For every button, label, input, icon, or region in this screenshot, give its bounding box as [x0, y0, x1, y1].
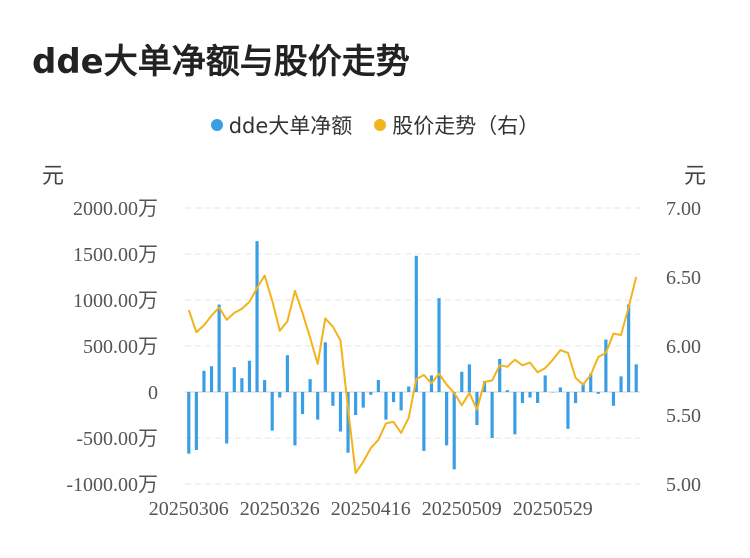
bar	[407, 386, 411, 392]
bar	[384, 392, 388, 420]
legend: dde大单净额 股价走势（右）	[0, 110, 750, 140]
bar	[293, 392, 297, 446]
bar	[187, 392, 191, 454]
bar	[414, 255, 418, 392]
bar	[627, 304, 631, 392]
bar	[589, 373, 593, 392]
x-tick-label: 20250416	[331, 498, 411, 520]
bar	[437, 298, 441, 392]
bar	[194, 392, 198, 450]
bar	[467, 364, 471, 392]
bar	[338, 392, 343, 432]
bar	[331, 392, 335, 406]
bar	[263, 380, 267, 392]
bar	[247, 360, 252, 392]
bar	[308, 379, 312, 392]
right-axis-unit: 元	[684, 164, 707, 189]
y-right-tick-label: 6.00	[666, 336, 701, 358]
bar	[376, 380, 380, 392]
bar	[596, 392, 600, 394]
legend-bar-label: dde大单净额	[228, 114, 353, 138]
y-left-tick-label: 500.00万	[83, 336, 158, 358]
left-axis-unit: 元	[42, 164, 65, 189]
bar	[316, 392, 320, 420]
y-left-tick-label: -500.00万	[76, 428, 158, 450]
bar	[581, 382, 585, 392]
bar	[361, 392, 365, 408]
bar	[354, 392, 358, 415]
bar	[270, 392, 274, 431]
x-tick-label: 20250529	[513, 498, 593, 520]
y-right-tick-label: 5.00	[666, 474, 701, 496]
bar	[634, 364, 638, 392]
bar	[558, 387, 562, 392]
y-right-tick-label: 5.50	[666, 405, 701, 427]
chart-title: dde大单净额与股价走势	[32, 42, 410, 82]
bar	[520, 392, 525, 404]
bar	[611, 392, 616, 406]
bar	[346, 392, 350, 453]
bar	[278, 392, 282, 398]
bar	[445, 392, 449, 446]
price-line	[187, 274, 638, 474]
bar	[528, 392, 532, 398]
legend-line-swatch	[374, 119, 387, 131]
bar	[422, 392, 426, 451]
legend-line-label: 股价走势（右）	[392, 114, 540, 138]
bar	[285, 355, 289, 392]
bar	[482, 380, 487, 392]
y-left-tick-label: 2000.00万	[73, 198, 158, 220]
legend-item-line[interactable]: 股价走势（右）	[374, 110, 539, 140]
bar	[513, 392, 517, 435]
bar	[225, 392, 229, 444]
legend-item-bar[interactable]: dde大单净额	[210, 110, 353, 140]
bar	[536, 392, 540, 404]
x-tick-label: 20250306	[149, 498, 229, 520]
bar	[202, 370, 206, 392]
bar	[232, 367, 236, 392]
bar	[240, 378, 244, 392]
y-left-tick-label: 1500.00万	[73, 244, 158, 266]
bar	[460, 371, 464, 392]
bar	[551, 392, 555, 393]
bar	[391, 392, 396, 403]
bar	[543, 375, 547, 392]
y-left-tick-label: -1000.00万	[66, 474, 158, 496]
bar	[619, 376, 623, 392]
bar	[498, 358, 502, 392]
bar	[604, 339, 608, 392]
x-tick-label: 20250509	[422, 498, 502, 520]
bar	[255, 241, 259, 392]
bar	[452, 392, 456, 470]
y-left-tick-label: 0	[148, 382, 158, 404]
bar	[323, 342, 327, 392]
bar	[573, 392, 578, 404]
y-right-tick-label: 7.00	[666, 198, 701, 220]
bar	[399, 392, 403, 411]
bar	[490, 392, 494, 438]
legend-bar-swatch	[210, 119, 223, 131]
y-left-tick-label: 1000.00万	[73, 290, 158, 312]
bar	[217, 304, 221, 392]
x-tick-label: 20250326	[240, 498, 320, 520]
bar	[369, 392, 373, 395]
bar	[566, 392, 570, 429]
bar	[505, 390, 509, 392]
y-right-tick-label: 6.50	[666, 267, 701, 289]
bar	[300, 392, 305, 415]
bar	[209, 366, 214, 392]
